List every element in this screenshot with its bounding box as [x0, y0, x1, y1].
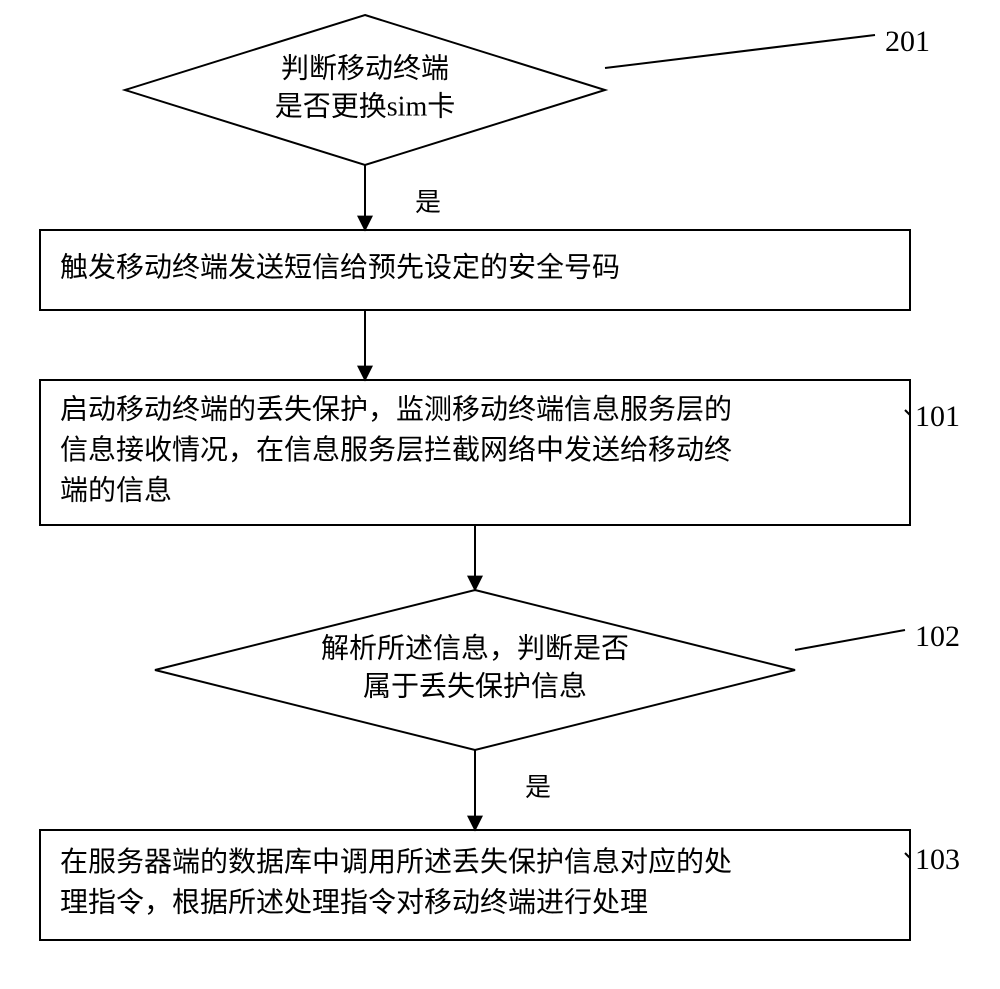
edge-0: 是 — [365, 165, 441, 230]
d201: 判断移动终端是否更换sim卡 201 — [125, 15, 930, 165]
svg-text:触发移动终端发送短信给预先设定的安全号码: 触发移动终端发送短信给预先设定的安全号码 — [60, 251, 620, 283]
svg-text:201: 201 — [885, 25, 930, 58]
svg-text:理指令，根据所述处理指令对移动终端进行处理: 理指令，根据所述处理指令对移动终端进行处理 — [60, 887, 648, 919]
d102: 解析所述信息，判断是否属于丢失保护信息 102 — [155, 590, 960, 750]
svg-text:是: 是 — [525, 773, 551, 802]
svg-text:判断移动终端: 判断移动终端 — [281, 53, 449, 85]
r101: 启动移动终端的丢失保护，监测移动终端信息服务层的信息接收情况，在信息服务层拦截网… — [40, 380, 960, 525]
svg-text:是: 是 — [415, 188, 441, 217]
svg-text:属于丢失保护信息: 属于丢失保护信息 — [363, 670, 587, 702]
svg-text:在服务器端的数据库中调用所述丢失保护信息对应的处: 在服务器端的数据库中调用所述丢失保护信息对应的处 — [60, 846, 732, 878]
svg-text:启动移动终端的丢失保护，监测移动终端信息服务层的: 启动移动终端的丢失保护，监测移动终端信息服务层的 — [60, 393, 732, 425]
edge-3: 是 — [475, 750, 551, 830]
r_sms: 触发移动终端发送短信给预先设定的安全号码 — [40, 230, 910, 310]
svg-text:解析所述信息，判断是否: 解析所述信息，判断是否 — [321, 633, 629, 665]
svg-text:是否更换sim卡: 是否更换sim卡 — [275, 90, 455, 122]
svg-text:端的信息: 端的信息 — [60, 475, 172, 507]
svg-text:信息接收情况，在信息服务层拦截网络中发送给移动终: 信息接收情况，在信息服务层拦截网络中发送给移动终 — [60, 434, 732, 466]
r103: 在服务器端的数据库中调用所述丢失保护信息对应的处理指令，根据所述处理指令对移动终… — [40, 830, 960, 940]
svg-text:103: 103 — [915, 843, 960, 876]
svg-text:101: 101 — [915, 400, 960, 433]
svg-text:102: 102 — [915, 620, 960, 653]
